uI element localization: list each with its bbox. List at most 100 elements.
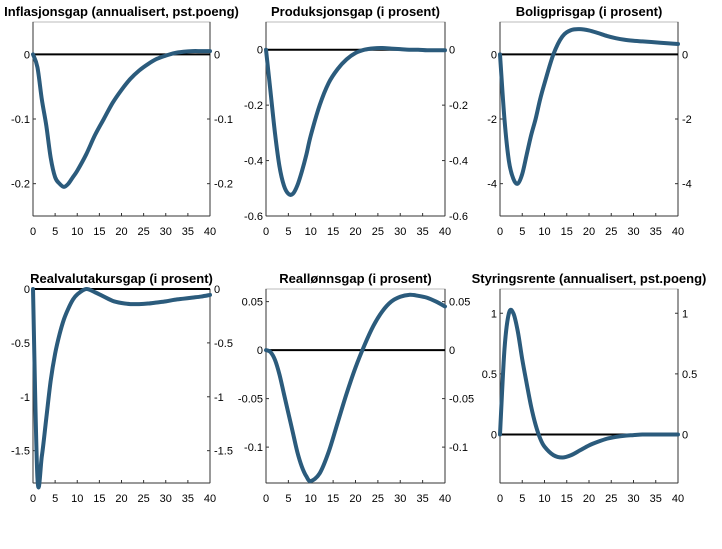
y-tick-label-left: -0.5 (11, 338, 30, 350)
x-tick-label: 40 (204, 493, 216, 505)
x-tick-label: 10 (71, 226, 83, 238)
y-tick-label-right: -0.6 (449, 211, 468, 223)
x-tick-label: 30 (160, 226, 172, 238)
y-tick-label-left: -0.2 (244, 100, 263, 112)
panel-3: Boligprisgap (i prosent) 0 5 10 15 20 25 30 35 40… (487, 4, 692, 238)
x-tick-label: 15 (93, 226, 105, 238)
y-tick-label-right: 0 (214, 284, 220, 296)
x-tick-label: 30 (160, 493, 172, 505)
panel-2: Produksjonsgap (i prosent) 0 5 10 15 20 25 30 35… (244, 4, 468, 238)
x-tick-label: 0 (263, 493, 269, 505)
x-tick-label: 40 (439, 226, 451, 238)
x-tick-label: 15 (327, 226, 339, 238)
x-tick-label: 10 (305, 226, 317, 238)
x-tick-label: 20 (349, 493, 361, 505)
x-tick-label: 25 (372, 493, 384, 505)
y-tick-label-right: -2 (682, 114, 692, 126)
y-tick-label-right: -1.5 (214, 446, 233, 458)
panel-1: Inflasjonsgap (annualisert, pst.poeng) 0 5… (4, 4, 239, 238)
x-tick-label: 10 (538, 226, 550, 238)
x-tick-label: 5 (285, 493, 291, 505)
y-tick-label-right: -4 (682, 179, 692, 191)
y-tick-label-right: -0.2 (214, 179, 233, 191)
series-line (31, 286, 212, 490)
series-line (264, 46, 447, 197)
x-tick-label: 30 (627, 226, 639, 238)
y-tick-label-right: 0 (214, 49, 220, 61)
y-tick-label-right: 0 (682, 49, 688, 61)
y-tick-label-left: 0.05 (242, 297, 263, 309)
y-tick-label-right: 0 (682, 430, 688, 442)
series-line (31, 49, 212, 189)
y-tick-label-right: 0 (449, 345, 455, 357)
x-tick-label: 0 (263, 226, 269, 238)
x-tick-label: 40 (672, 493, 684, 505)
x-tick-label: 20 (583, 493, 595, 505)
x-tick-label: 35 (650, 226, 662, 238)
plot-frame (265, 288, 446, 484)
x-tick-label: 20 (115, 493, 127, 505)
panel-title: Boligprisgap (i prosent) (516, 4, 663, 19)
x-tick-label: 35 (417, 226, 429, 238)
x-tick-label: 25 (138, 226, 150, 238)
plot-frame (499, 21, 679, 217)
y-tick-label-left: -0.1 (11, 114, 30, 126)
panel-5: Reallønnsgap (i prosent) 0 5 10 15 20 25 30 35 40… (238, 271, 474, 505)
x-tick-label: 5 (519, 226, 525, 238)
x-tick-label: 30 (627, 493, 639, 505)
y-tick-label-right: -1 (214, 392, 224, 404)
y-tick-label-left: -0.4 (244, 156, 263, 168)
y-tick-label-right: 0 (449, 45, 455, 57)
x-tick-label: 0 (30, 493, 36, 505)
y-tick-label-right: -0.1 (449, 442, 468, 454)
x-tick-label: 10 (71, 493, 83, 505)
x-tick-label: 30 (394, 226, 406, 238)
y-tick-label-left: -0.05 (238, 394, 263, 406)
plot-frame (32, 288, 211, 484)
x-tick-label: 5 (519, 493, 525, 505)
y-tick-label-right: -0.5 (214, 338, 233, 350)
x-tick-label: 20 (583, 226, 595, 238)
x-tick-label: 15 (327, 493, 339, 505)
x-tick-label: 5 (52, 226, 58, 238)
x-tick-label: 35 (182, 226, 194, 238)
x-tick-label: 20 (349, 226, 361, 238)
y-tick-label-left: -0.1 (244, 442, 263, 454)
x-tick-label: 40 (204, 226, 216, 238)
panel-title: Styringsrente (annualisert, pst.poeng) (472, 271, 707, 286)
panel-title: Inflasjonsgap (annualisert, pst.poeng) (4, 4, 239, 19)
y-tick-label-right: 1 (682, 308, 688, 320)
series-line (498, 27, 680, 186)
y-tick-label-left: 0 (257, 45, 263, 57)
y-tick-label-right: 0.05 (449, 297, 470, 309)
x-tick-label: 0 (30, 226, 36, 238)
y-tick-label-left: -0.6 (244, 211, 263, 223)
x-tick-label: 10 (538, 493, 550, 505)
x-tick-label: 40 (439, 493, 451, 505)
y-tick-label-left: -1 (20, 392, 30, 404)
x-tick-label: 35 (650, 493, 662, 505)
x-tick-label: 5 (52, 493, 58, 505)
y-tick-label-left: 0 (491, 49, 497, 61)
panel-title: Reallønnsgap (i prosent) (279, 271, 431, 286)
y-tick-label-right: -0.4 (449, 156, 468, 168)
y-tick-label-left: 0 (24, 49, 30, 61)
x-tick-label: 25 (138, 493, 150, 505)
y-tick-label-right: 0.5 (682, 369, 697, 381)
y-tick-label-right: -0.05 (449, 394, 474, 406)
panel-4: Realvalutakursgap (i prosent)0 5 10 15 20 25 3… (11, 271, 233, 505)
x-tick-label: 15 (561, 226, 573, 238)
panel-title: Realvalutakursgap (i prosent) (30, 271, 213, 286)
series-line (264, 292, 447, 484)
x-tick-label: 0 (497, 493, 503, 505)
x-tick-label: 5 (285, 226, 291, 238)
x-tick-label: 35 (417, 493, 429, 505)
y-tick-label-left: 0.5 (482, 369, 497, 381)
panel-title: Produksjonsgap (i prosent) (271, 4, 440, 19)
y-tick-label-left: 1 (491, 308, 497, 320)
y-tick-label-right: -0.2 (449, 100, 468, 112)
y-tick-label-left: 0 (491, 430, 497, 442)
x-tick-label: 25 (372, 226, 384, 238)
y-tick-label-left: -1.5 (11, 446, 30, 458)
